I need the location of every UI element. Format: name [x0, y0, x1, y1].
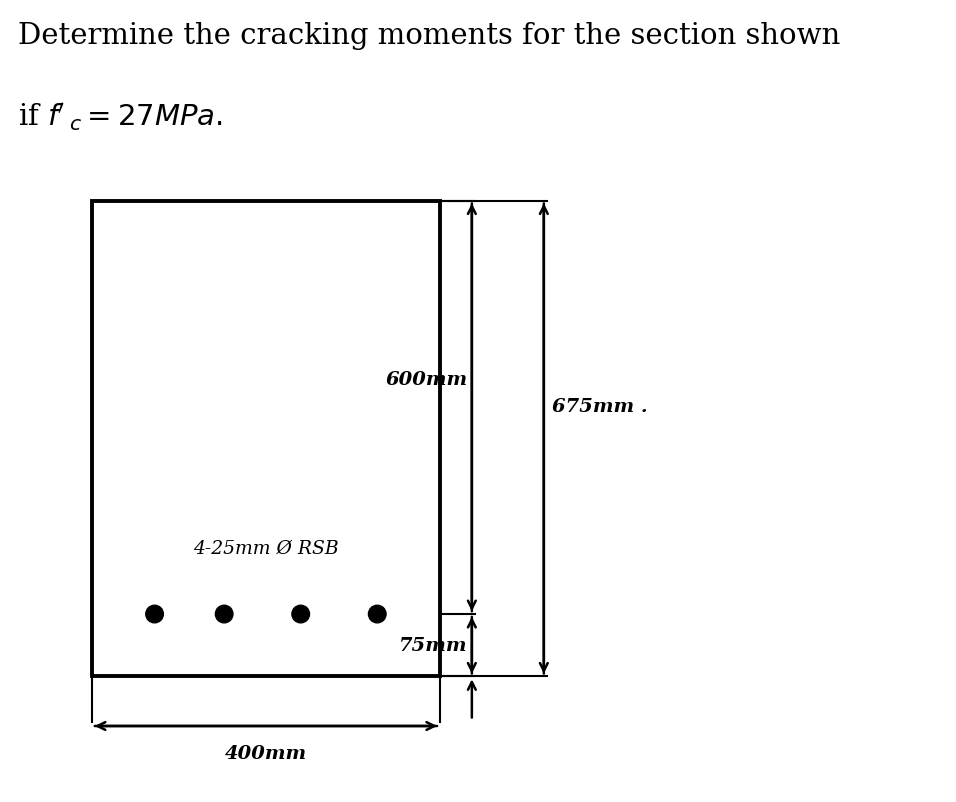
Text: Determine the cracking moments for the section shown: Determine the cracking moments for the s…	[17, 22, 839, 50]
Text: if $\mathit{f}\ \!\!'\, _c = 27MPa.$: if $\mathit{f}\ \!\!'\, _c = 27MPa.$	[17, 102, 223, 133]
Circle shape	[215, 606, 233, 623]
Text: 4-25mm Ø RSB: 4-25mm Ø RSB	[193, 539, 338, 557]
Circle shape	[368, 606, 386, 623]
Circle shape	[146, 606, 163, 623]
Text: 75mm: 75mm	[400, 637, 467, 654]
Text: 675mm .: 675mm .	[552, 398, 647, 416]
Bar	[92, 201, 440, 677]
Circle shape	[292, 606, 310, 623]
Text: 600mm: 600mm	[385, 371, 467, 389]
Text: 400mm: 400mm	[225, 743, 307, 762]
